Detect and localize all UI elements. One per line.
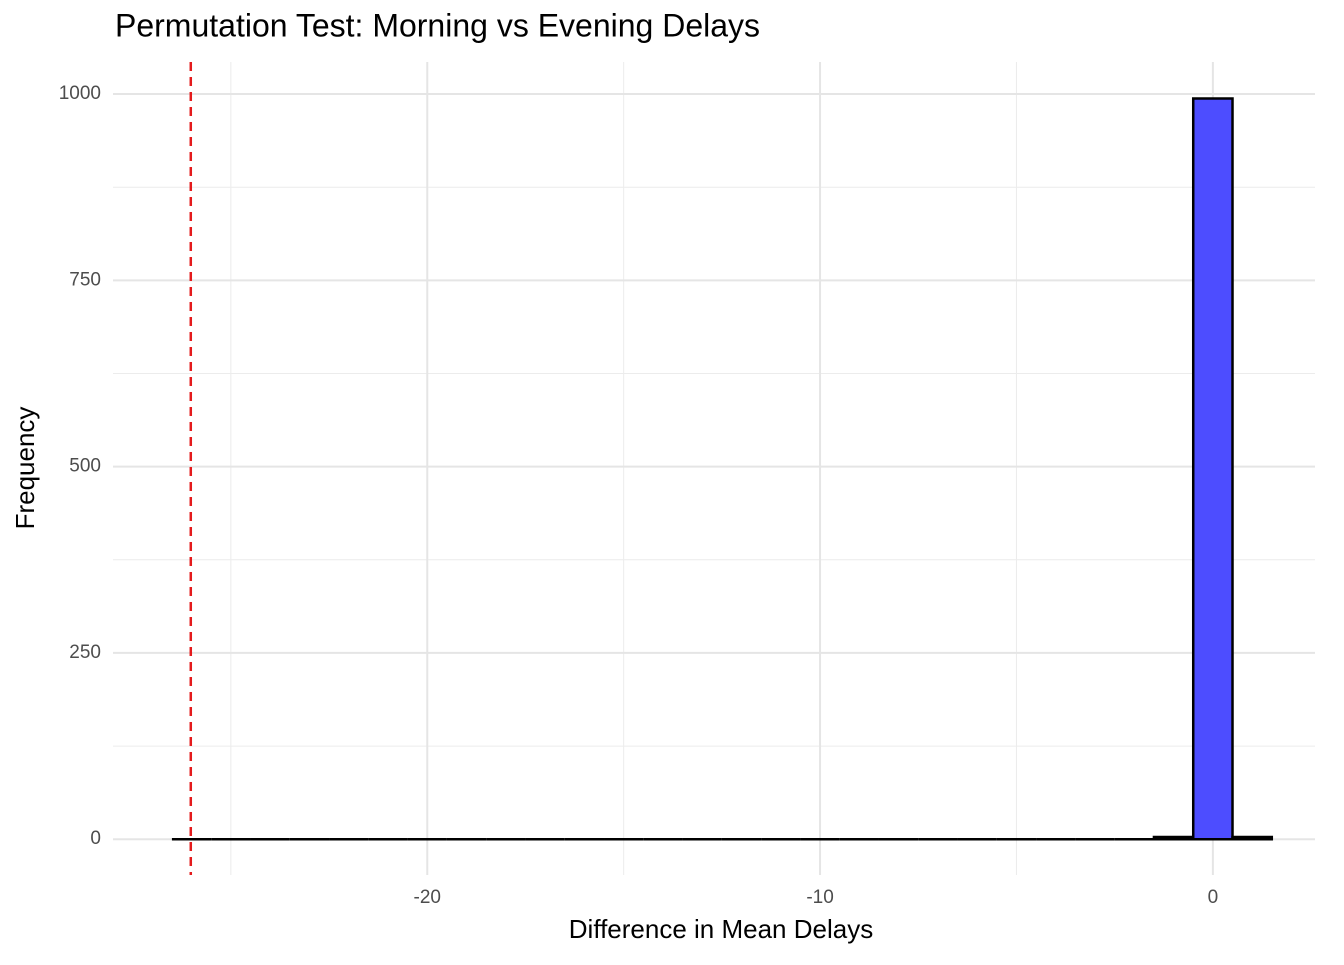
bar (1231, 835, 1274, 841)
bar (1191, 97, 1234, 841)
bar (1152, 835, 1195, 841)
chart-title: Permutation Test: Morning vs Evening Del… (115, 7, 760, 43)
y-tick-label: 1000 (59, 83, 101, 104)
y-tick-label: 750 (69, 269, 101, 290)
x-tick-label: -20 (414, 887, 441, 908)
x-tick-label: -10 (806, 887, 833, 908)
x-tick-label: 0 (1208, 887, 1219, 908)
y-tick-label: 250 (69, 642, 101, 663)
y-tick-label: 500 (69, 456, 101, 477)
y-axis-title: Frequency (10, 407, 40, 530)
x-axis-title: Difference in Mean Delays (569, 914, 873, 944)
y-tick-label: 0 (90, 828, 101, 849)
